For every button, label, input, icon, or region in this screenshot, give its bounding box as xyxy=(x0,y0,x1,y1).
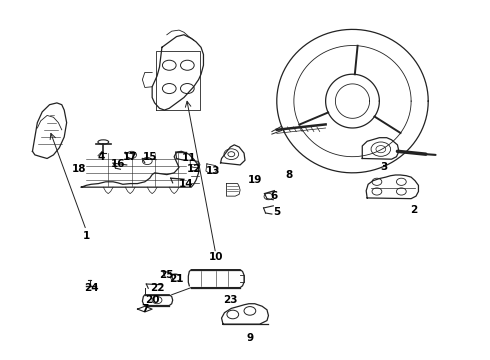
Text: 10: 10 xyxy=(208,252,223,262)
Text: 2: 2 xyxy=(410,206,417,216)
Polygon shape xyxy=(143,295,172,306)
Text: 1: 1 xyxy=(83,231,90,240)
Polygon shape xyxy=(81,151,198,187)
Polygon shape xyxy=(220,145,245,165)
Text: 21: 21 xyxy=(170,274,184,284)
Text: 5: 5 xyxy=(273,207,280,217)
Polygon shape xyxy=(226,184,240,196)
Polygon shape xyxy=(362,138,399,159)
Text: 22: 22 xyxy=(150,283,164,293)
Text: 6: 6 xyxy=(270,191,278,201)
Text: 7: 7 xyxy=(141,304,148,314)
Polygon shape xyxy=(190,160,200,168)
Text: 9: 9 xyxy=(246,333,253,343)
Text: 13: 13 xyxy=(206,166,220,176)
Text: 16: 16 xyxy=(111,159,125,169)
Text: 8: 8 xyxy=(285,170,293,180)
Text: 15: 15 xyxy=(143,152,157,162)
Polygon shape xyxy=(366,175,418,199)
Text: 24: 24 xyxy=(84,283,98,293)
Polygon shape xyxy=(221,304,269,324)
Text: 23: 23 xyxy=(223,295,238,305)
Text: 17: 17 xyxy=(123,152,138,162)
Text: 11: 11 xyxy=(182,153,196,163)
Polygon shape xyxy=(188,270,244,288)
Polygon shape xyxy=(206,164,218,174)
Text: 19: 19 xyxy=(247,175,262,185)
Text: 14: 14 xyxy=(179,179,194,189)
Text: 12: 12 xyxy=(187,164,201,174)
Text: 18: 18 xyxy=(72,164,86,174)
Text: 4: 4 xyxy=(97,152,104,162)
Text: 3: 3 xyxy=(381,162,388,172)
Text: 20: 20 xyxy=(145,295,159,305)
Text: 25: 25 xyxy=(160,270,174,280)
